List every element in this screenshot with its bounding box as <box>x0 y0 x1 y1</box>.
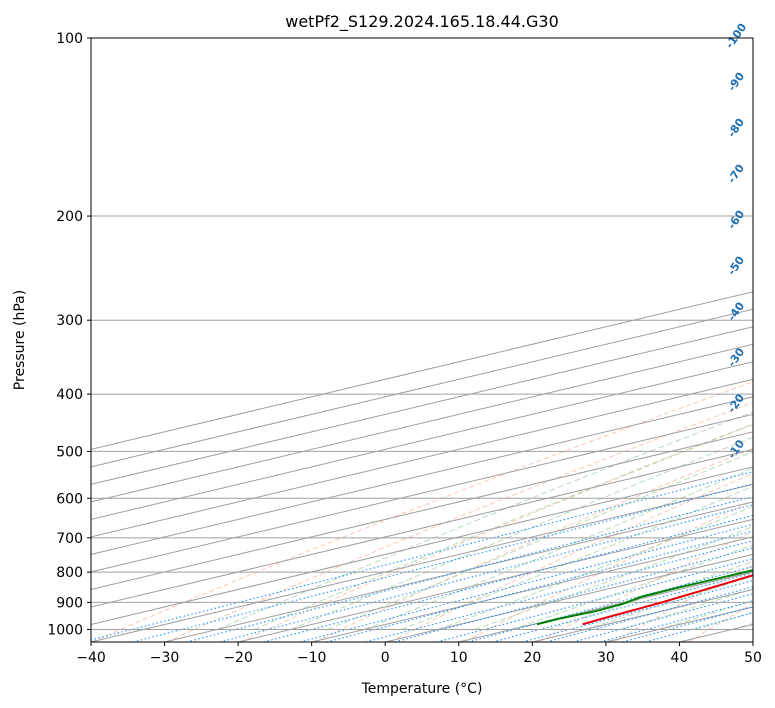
x-tick-label: 10 <box>450 650 468 666</box>
isotherm-line <box>91 396 753 555</box>
x-tick-label: −20 <box>223 650 253 666</box>
y-tick-label: 100 <box>56 31 83 47</box>
isotherm-line <box>91 466 753 626</box>
x-tick-label: −10 <box>297 650 327 666</box>
y-tick-label: 600 <box>56 491 83 507</box>
mixing-ratio-line <box>299 523 753 642</box>
dry-adiabat-line <box>389 473 753 642</box>
moist-adiabat-line <box>253 423 753 630</box>
mixing-ratio-line <box>186 496 753 642</box>
x-tick-label: −30 <box>150 650 180 666</box>
x-tick-label: 40 <box>671 650 689 666</box>
y-axis-label: Pressure (hPa) <box>12 290 28 390</box>
background-lines <box>91 291 753 642</box>
plot-frame <box>90 37 754 643</box>
moist-adiabat-line <box>327 451 753 630</box>
moist-adiabat-line <box>437 505 753 630</box>
x-axis: −40 −30 −20 −10 0 10 20 30 40 50 <box>76 642 762 666</box>
isotherm-line <box>164 501 753 642</box>
y-tick-label: 800 <box>56 565 83 581</box>
mixing-ratio-line <box>91 471 753 641</box>
y-axis: 1000 900 800 700 600 500 400 300 200 100 <box>47 31 91 638</box>
x-tick-label: 20 <box>523 650 541 666</box>
x-tick-label: −40 <box>76 650 106 666</box>
y-tick-label: 500 <box>56 444 83 460</box>
mixing-ratio-line <box>572 593 753 642</box>
isotherm-line <box>311 536 753 642</box>
y-tick-label: 200 <box>56 209 83 225</box>
isotherm-line <box>91 448 753 608</box>
isotherm-line <box>91 483 753 642</box>
x-tick-label: 0 <box>381 650 390 666</box>
isotherm-line <box>237 518 753 642</box>
isotherm-line <box>91 431 753 590</box>
moist-adiabat-line <box>217 411 753 630</box>
isotherm-line <box>91 291 753 450</box>
y-tick-label: 900 <box>56 595 83 611</box>
x-axis-label: Temperature (°C) <box>361 681 483 697</box>
x-tick-label: 50 <box>744 650 762 666</box>
x-tick-label: 30 <box>597 650 615 666</box>
isotherm-line <box>91 326 753 485</box>
y-tick-label: 700 <box>56 531 83 547</box>
chart-title: wetPf2_S129.2024.165.18.44.G30 <box>285 12 559 32</box>
mixing-ratio-line <box>599 600 753 642</box>
moist-adiabat-line <box>511 544 753 630</box>
isotherm-line <box>91 413 753 573</box>
mixing-ratio-line <box>365 540 753 642</box>
y-tick-label: 1000 <box>47 622 83 638</box>
isotherm-line <box>91 308 753 468</box>
plot-area <box>91 38 753 642</box>
y-tick-label: 400 <box>56 387 83 403</box>
y-tick-label: 300 <box>56 313 83 329</box>
moist-adiabat-line <box>584 575 753 630</box>
mixing-ratio-line <box>263 514 753 642</box>
mixing-ratio-line <box>326 530 753 642</box>
moist-adiabat-line <box>290 436 753 630</box>
mixing-ratio-line <box>622 606 753 642</box>
